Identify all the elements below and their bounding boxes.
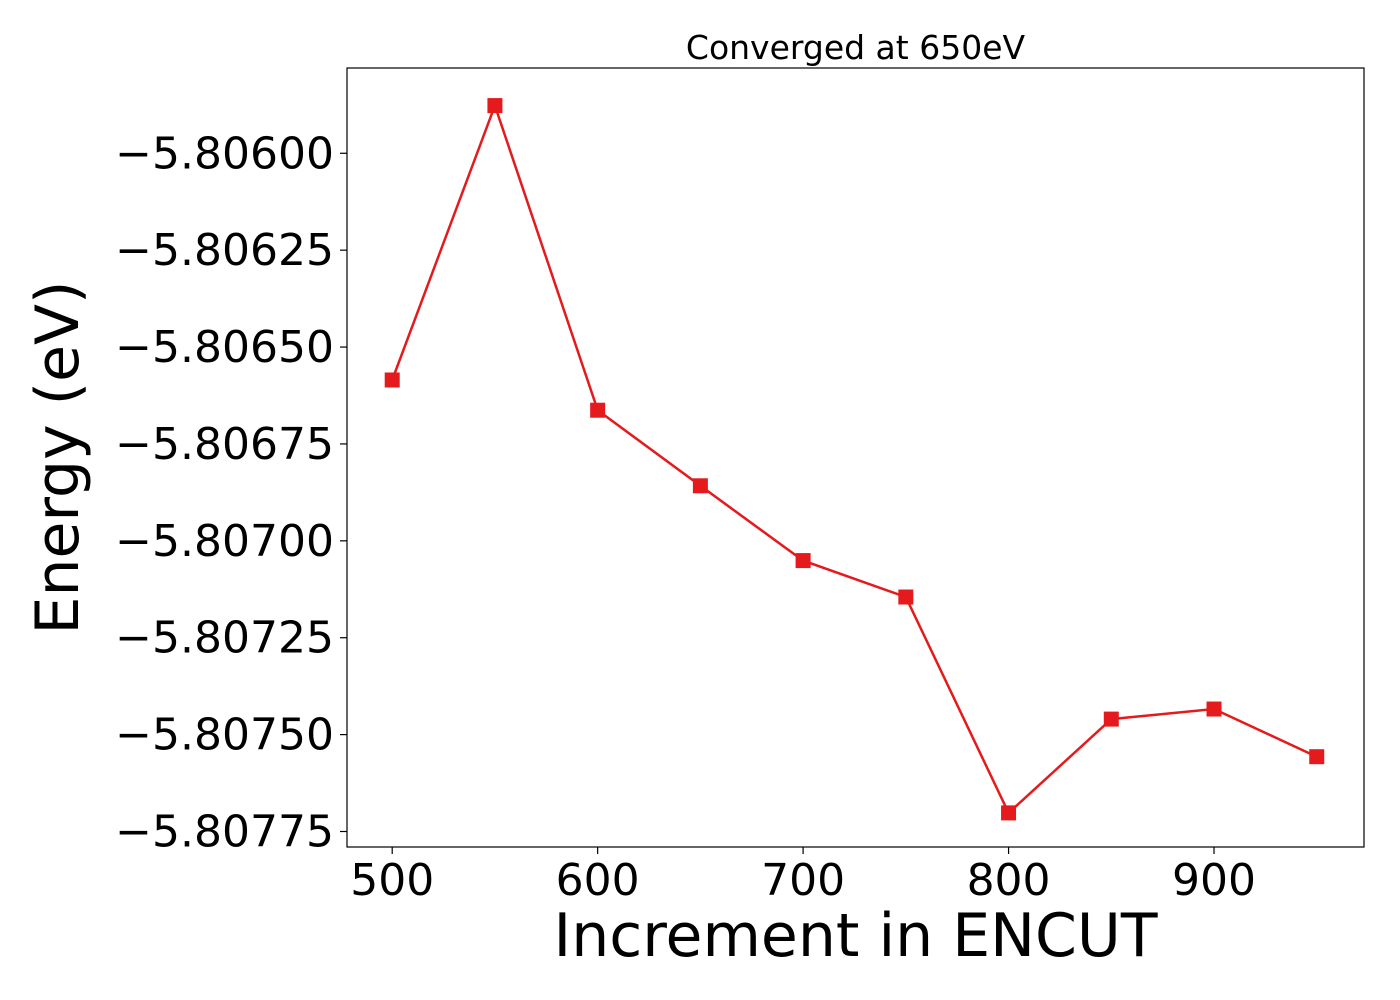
data-point-marker [1206,701,1222,717]
y-tick-label: −5.80700 [115,516,334,567]
x-tick-label: 700 [761,855,845,906]
y-tick-label: −5.80625 [115,225,334,276]
y-tick-label: −5.80675 [115,419,334,470]
x-tick-label: 600 [556,855,640,906]
data-point-marker [590,402,606,418]
x-tick-label: 900 [1172,855,1256,906]
x-axis-title: Increment in ENCUT [554,901,1158,971]
series-line [391,101,1318,815]
y-tick-label: −5.80750 [115,710,334,761]
series-layer [384,98,1325,821]
data-point-marker [1103,711,1119,727]
y-tick-label: −5.80650 [115,322,334,373]
y-tick-label: −5.80775 [115,806,334,857]
x-tick-label: 500 [350,855,434,906]
data-point-marker [1001,805,1017,821]
data-point-marker [384,372,400,388]
data-point-marker [795,553,811,569]
data-point-marker [487,98,503,114]
data-point-marker [1309,749,1325,765]
plot-frame [346,67,1365,848]
data-point-marker [898,589,914,605]
data-point-marker [692,478,708,494]
y-axis-ticks: −5.80600 −5.80625 −5.80650 −5.80675 −5.80700… [115,128,347,857]
y-tick-label: −5.80600 [115,128,334,179]
x-tick-label: 800 [967,855,1051,906]
chart-title: Converged at 650eV [686,28,1026,67]
x-axis-ticks: 500 600 700 800 900 [350,847,1256,906]
y-tick-label: −5.80725 [115,613,334,664]
y-axis-title: Energy (eV) [23,281,93,635]
